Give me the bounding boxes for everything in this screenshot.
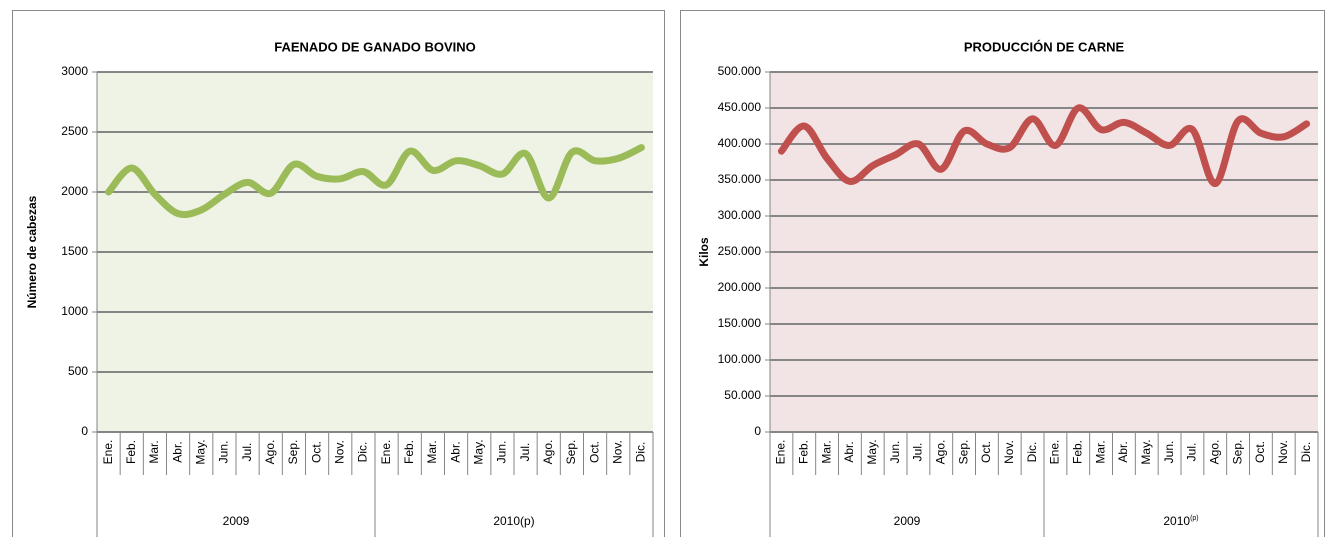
x-tick-label: Jun. (1162, 441, 1176, 464)
x-tick-label: Ago. (1207, 440, 1221, 465)
y-axis-label: Número de cabezas (25, 195, 39, 308)
group-label-text: 2010 (1163, 514, 1190, 528)
x-tick-label: Jul. (518, 443, 532, 462)
x-tick-label: Jul. (1185, 443, 1199, 462)
y-tick-label: 2500 (61, 124, 88, 138)
group-label: 2010(p) (493, 514, 534, 528)
y-tick-label: 500.000 (718, 64, 762, 78)
x-tick-label: Sep. (564, 440, 578, 465)
x-tick-label: Oct. (1253, 441, 1267, 463)
x-tick-label: Nov. (1002, 440, 1016, 464)
x-tick-label: Ene. (774, 440, 788, 465)
group-label: 2010(p) (1163, 514, 1198, 528)
x-tick-label: Dic. (356, 442, 370, 463)
x-tick-label: Abr. (448, 441, 462, 462)
x-tick-label: Mar. (425, 440, 439, 463)
x-tick-label: Dic. (634, 442, 648, 463)
x-tick-label: Jun. (217, 441, 231, 464)
group-label: 2009 (894, 514, 921, 528)
group-label: 2009 (223, 514, 250, 528)
y-tick-label: 0 (81, 424, 88, 438)
x-tick-label: Sep. (1230, 440, 1244, 465)
x-tick-label: Jun. (888, 441, 902, 464)
y-tick-label: 3000 (61, 64, 88, 78)
x-tick-label: Feb. (796, 440, 810, 464)
x-tick-label: Dic. (1299, 442, 1313, 463)
x-tick-label: Ene. (1048, 440, 1062, 465)
x-tick-label: May. (471, 439, 485, 464)
x-tick-label: Ene. (379, 440, 393, 465)
x-tick-label: Sep. (956, 440, 970, 465)
y-axis-label: Kilos (697, 237, 711, 267)
x-tick-label: Ago. (263, 440, 277, 465)
x-tick-label: Dic. (1025, 442, 1039, 463)
x-tick-label: Jul. (240, 443, 254, 462)
y-tick-label: 200.000 (718, 280, 762, 294)
x-tick-label: Feb. (1070, 440, 1084, 464)
y-tick-label: 450.000 (718, 100, 762, 114)
x-tick-label: Feb. (402, 440, 416, 464)
x-tick-label: Ago. (933, 440, 947, 465)
y-tick-label: 400.000 (718, 136, 762, 150)
x-tick-label: Abr. (842, 441, 856, 462)
data-line (777, 104, 1311, 188)
x-tick-label: May. (865, 439, 879, 464)
x-tick-label: Ago. (541, 440, 555, 465)
x-tick-label: May. (1139, 439, 1153, 464)
x-tick-label: Nov. (332, 440, 346, 464)
y-tick-label: 150.000 (718, 316, 762, 330)
x-tick-label: Sep. (286, 440, 300, 465)
x-tick-label: Mar. (1093, 440, 1107, 463)
chart-title: FAENADO DE GANADO BOVINO (274, 39, 476, 54)
y-tick-label: 50.000 (724, 388, 761, 402)
x-tick-label: Mar. (819, 440, 833, 463)
x-tick-label: Ene. (101, 440, 115, 465)
chart-title: PRODUCCIÓN DE CARNE (964, 39, 1125, 54)
x-tick-label: Jul. (911, 443, 925, 462)
y-tick-label: 350.000 (718, 172, 762, 186)
x-tick-label: Feb. (124, 440, 138, 464)
x-tick-label: Nov. (1276, 440, 1290, 464)
x-tick-label: Jun. (495, 441, 509, 464)
x-tick-label: Oct. (309, 441, 323, 463)
y-tick-label: 100.000 (718, 352, 762, 366)
x-tick-label: Abr. (1116, 441, 1130, 462)
group-label-sup: (p) (1190, 515, 1199, 522)
y-tick-label: 0 (754, 424, 761, 438)
x-tick-label: May. (193, 439, 207, 464)
x-tick-label: Nov. (610, 440, 624, 464)
y-tick-label: 1500 (61, 244, 88, 258)
y-tick-label: 1000 (61, 304, 88, 318)
y-tick-label: 500 (68, 364, 88, 378)
x-tick-label: Oct. (979, 441, 993, 463)
x-tick-label: Abr. (170, 441, 184, 462)
data-line (105, 144, 645, 219)
x-tick-label: Mar. (147, 440, 161, 463)
x-tick-label: Oct. (587, 441, 601, 463)
y-tick-label: 250.000 (718, 244, 762, 258)
y-tick-label: 300.000 (718, 208, 762, 222)
y-tick-label: 2000 (61, 184, 88, 198)
